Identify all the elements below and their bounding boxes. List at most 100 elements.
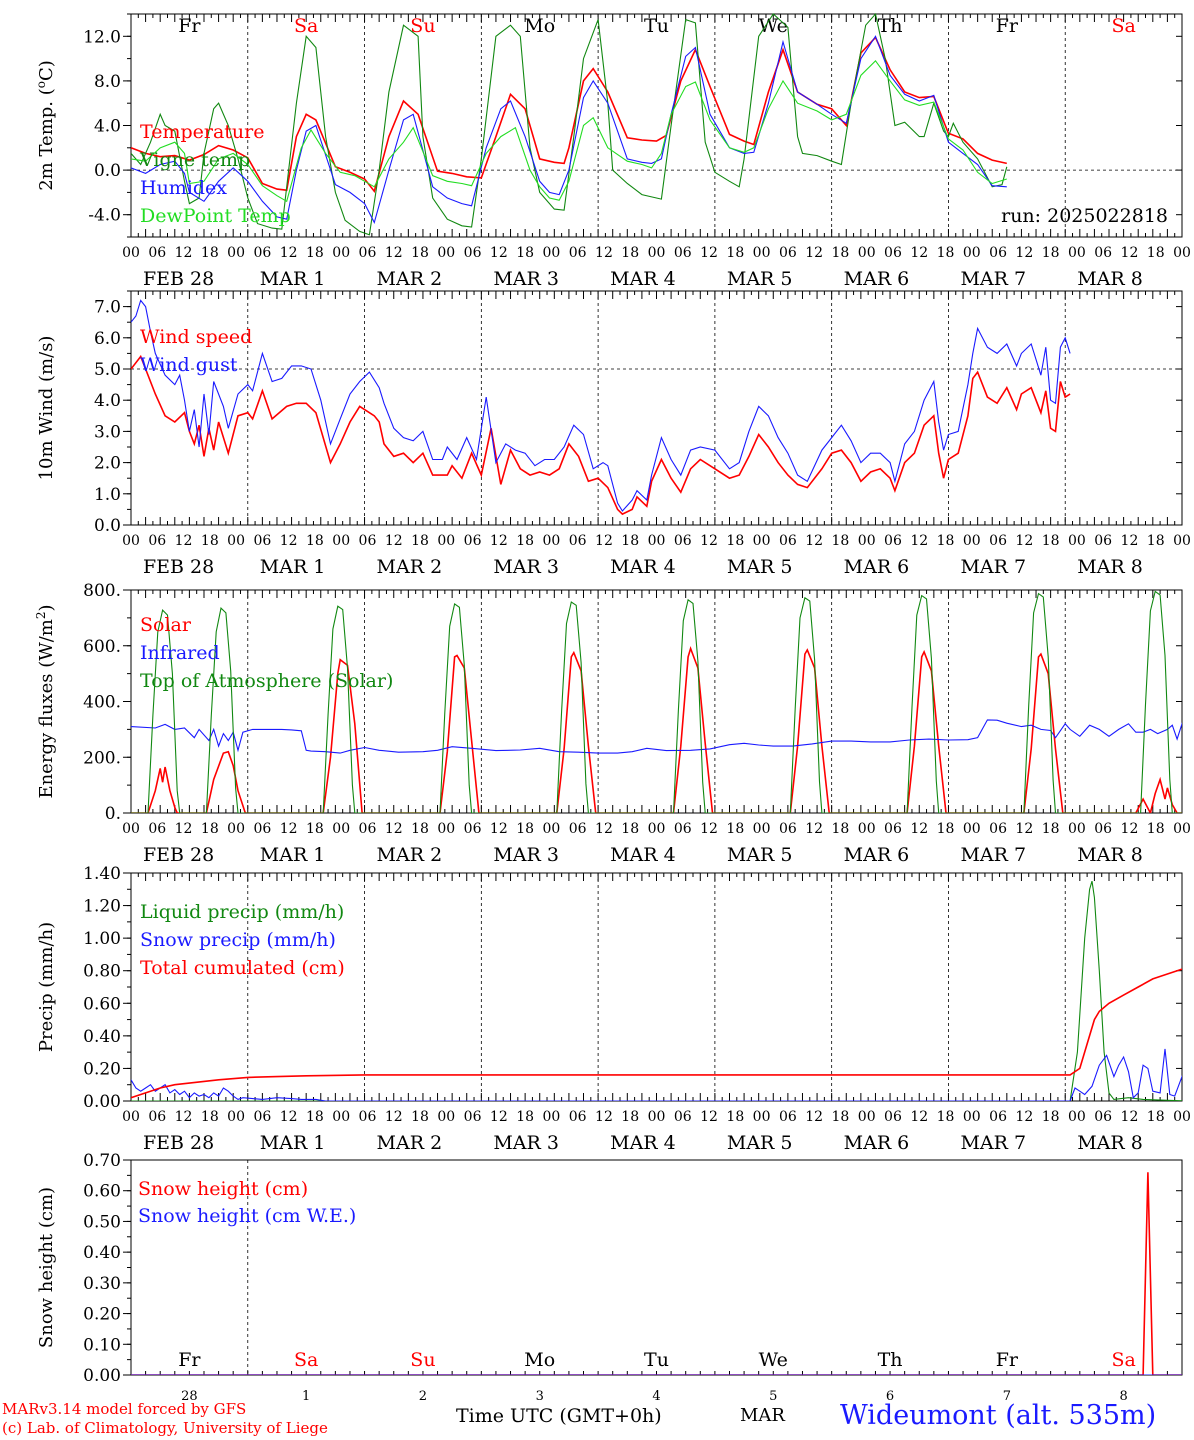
date-label: MAR 3 <box>493 268 559 290</box>
hour-label: 00 <box>963 821 981 837</box>
hour-label: 18 <box>411 1109 429 1125</box>
panel-frame <box>130 290 1183 526</box>
hour-label: 00 <box>122 1109 140 1125</box>
hour-label: 06 <box>569 821 587 837</box>
hour-label: 06 <box>253 821 271 837</box>
hour-label: 18 <box>1042 821 1060 837</box>
y-tick-label: 0.60 <box>83 1182 121 1202</box>
hour-label: 06 <box>884 821 902 837</box>
legend-entry: Humidex <box>140 177 227 199</box>
weekday-label: Fr <box>996 15 1019 37</box>
date-label: MAR 7 <box>960 1132 1026 1154</box>
y-tick-label: 2.0 <box>94 454 121 474</box>
hour-label: 12 <box>805 821 823 837</box>
day-number: 6 <box>886 1389 894 1404</box>
model-credit-line1: MARv3.14 model forced by GFS <box>2 1400 247 1418</box>
hour-label: 06 <box>884 1109 902 1125</box>
hour-label: 12 <box>700 1109 718 1125</box>
date-label: MAR 4 <box>610 844 676 866</box>
station-label: Wideumont (alt. 535m) <box>840 1400 1157 1431</box>
hour-label: 12 <box>280 1109 298 1125</box>
hour-label: 00 <box>648 533 666 549</box>
hour-label: 00 <box>858 1109 876 1125</box>
date-label: MAR 1 <box>260 844 326 866</box>
y-tick-label: 0.10 <box>83 1335 121 1355</box>
date-label: MAR 4 <box>610 1132 676 1154</box>
hour-label: 18 <box>516 1109 534 1125</box>
legend-entry: Total cumulated (cm) <box>140 957 345 979</box>
legend-entry: Vigne temp <box>139 149 250 171</box>
weekday-label: Fr <box>178 15 201 37</box>
hour-label: 12 <box>490 1109 508 1125</box>
hour-label: 00 <box>1173 533 1191 549</box>
hour-label: 06 <box>148 245 166 261</box>
hour-label: 12 <box>700 821 718 837</box>
date-label: MAR 2 <box>377 268 443 290</box>
hour-label: 06 <box>569 533 587 549</box>
hour-label: 00 <box>437 821 455 837</box>
y-axis-label: Snow height (cm) <box>36 1187 57 1348</box>
date-label: MAR 8 <box>1077 1132 1143 1154</box>
hour-label: 18 <box>516 533 534 549</box>
hour-label: 18 <box>937 533 955 549</box>
hour-label: 12 <box>385 245 403 261</box>
hour-label: 00 <box>858 821 876 837</box>
hour-label: 00 <box>648 245 666 261</box>
series-line-snow-precip-mm-h <box>131 1048 1182 1101</box>
y-tick-label: 400. <box>83 693 121 713</box>
hour-label: 00 <box>648 821 666 837</box>
hour-label: 12 <box>1121 245 1139 261</box>
y-tick-label: 6.0 <box>94 329 121 349</box>
hour-label: 06 <box>359 245 377 261</box>
date-label: MAR 8 <box>1077 268 1143 290</box>
date-label: FEB 28 <box>143 268 214 290</box>
run-annotation: run: 2025022818 <box>1001 205 1168 227</box>
legend-entry: Solar <box>140 614 192 636</box>
y-axis-label: Precip (mm/h) <box>36 922 57 1052</box>
hour-label: 18 <box>621 1109 639 1125</box>
y-tick-label: 1.20 <box>83 897 121 917</box>
y-tick-label: 4.0 <box>94 117 121 137</box>
hour-label: 12 <box>385 533 403 549</box>
hour-label: 18 <box>306 245 324 261</box>
weekday-label: We <box>759 15 788 37</box>
hour-label: 00 <box>332 1109 350 1125</box>
y-tick-label: 1.40 <box>83 864 121 884</box>
legend-entry: Liquid precip (mm/h) <box>140 901 344 923</box>
y-tick-label: 0.50 <box>83 1212 121 1232</box>
weekday-label: We <box>759 1349 788 1371</box>
hour-label: 00 <box>648 1109 666 1125</box>
weekday-label: Su <box>410 1349 435 1371</box>
series-line-humidex <box>131 35 1007 225</box>
y-tick-label: 0.30 <box>83 1274 121 1294</box>
hour-label: 12 <box>280 821 298 837</box>
hour-label: 18 <box>1147 1109 1165 1125</box>
date-label: MAR 8 <box>1077 556 1143 578</box>
y-tick-label: 3.0 <box>94 422 121 442</box>
y-tick-label: 0.0 <box>94 516 121 536</box>
legend-entry: Temperature <box>140 121 264 143</box>
date-label: MAR 7 <box>960 268 1026 290</box>
hour-label: 06 <box>1094 533 1112 549</box>
hour-label: 06 <box>464 245 482 261</box>
date-label: MAR 5 <box>727 268 793 290</box>
date-label: MAR 6 <box>844 268 910 290</box>
hour-label: 00 <box>437 1109 455 1125</box>
hour-label: 00 <box>1173 821 1191 837</box>
hour-label: 18 <box>411 821 429 837</box>
y-axis-label: 2m Temp. (oC) <box>34 60 57 191</box>
hour-label: 18 <box>1147 821 1165 837</box>
hour-label: 06 <box>1094 245 1112 261</box>
hour-label: 06 <box>359 533 377 549</box>
hour-label: 18 <box>411 245 429 261</box>
day-number: 8 <box>1119 1389 1127 1404</box>
hour-label: 00 <box>332 533 350 549</box>
hour-label: 12 <box>910 245 928 261</box>
series-line-dewpoint-temp <box>131 59 1007 203</box>
date-label: MAR 6 <box>844 1132 910 1154</box>
date-label: MAR 6 <box>844 556 910 578</box>
hour-label: 00 <box>122 245 140 261</box>
day-number: 3 <box>536 1389 544 1404</box>
hour-label: 12 <box>385 821 403 837</box>
